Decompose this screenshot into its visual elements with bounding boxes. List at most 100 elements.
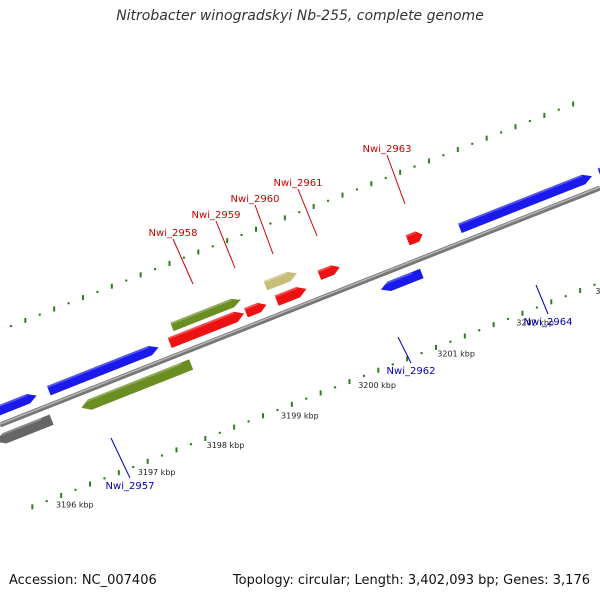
gene-block-2959 [244,302,267,318]
tick-dot [326,199,330,202]
tick-dot [103,477,106,480]
tick-dot [132,465,135,469]
gene-block-2959-highlight [244,302,259,310]
gene-label-Nwi_2962: Nwi_2962 [387,366,436,377]
tick-dot [535,306,539,309]
gene-block-2960b-highlight [263,271,288,283]
gene-leader-Nwi_2961 [297,188,318,237]
gene-label-Nwi_2964: Nwi_2964 [524,317,573,328]
genome-summary: Topology: circular; Length: 3,402,093 bp… [232,573,590,588]
tick-dot [478,329,481,332]
tick-dot [189,443,193,446]
tick-dot [276,408,279,412]
tick-dot-tracks [9,101,596,510]
tick-label-3202-kbp: 3202 kbp [516,318,554,327]
gene-leader-Nwi_2957 [110,437,131,479]
gene-block-2961-highlight [317,265,332,273]
tick-dot [153,267,157,271]
gene-block-2957 [79,359,194,410]
gene-label-Nwi_2961: Nwi_2961 [274,178,323,189]
gene-block-2964a [458,174,592,233]
gene-label-Nwi_2958: Nwi_2958 [149,228,198,239]
gene-block-2964a-body [458,174,592,233]
gene-block-2963 [405,231,423,246]
tick-dot [298,210,301,214]
tick-dot [218,431,221,435]
tick-dot [442,154,445,157]
tick-label-3203-kbp: 3203 kbp [595,287,600,296]
gene-leader-Nwi_2964 [535,284,549,315]
tick-label-3198-kbp: 3198 kbp [207,441,245,450]
feature-layer [0,157,600,444]
tick-dot [9,324,13,328]
tick-dot [182,256,186,259]
tick-dot [67,302,70,305]
gene-leader-Nwi_2963 [386,154,406,205]
tick-dot [499,131,503,134]
tick-dot [96,290,99,294]
tick-dot [355,188,359,191]
gene-block-2964a-highlight [458,174,583,226]
gene-leader-Nwi_2960 [254,204,274,255]
gene-block-left-gray [0,414,54,444]
tick-dot [391,363,394,366]
gene-block-2957-body [81,359,194,410]
tick-dot [333,386,337,389]
tick-dot [74,488,77,491]
tick-dot [305,397,308,400]
tick-dot [384,176,387,180]
tick-label-3200-kbp: 3200 kbp [358,381,396,390]
gene-block-2962-highlight [379,272,413,287]
tick-dot [471,142,474,146]
backbone-line [0,185,600,428]
genome-title: Nitrobacter winogradskyi Nb-255, complet… [116,8,484,24]
gene-label-Nwi_2963: Nwi_2963 [363,144,412,155]
tick-dot [240,233,243,237]
backbone-highlight [0,186,600,425]
tick-dot [557,108,560,111]
gene-block-left-blue-body [0,394,37,417]
tick-dot [247,420,250,423]
gene-block-2956 [46,345,159,396]
tick-dot [362,374,366,378]
gene-block-2958 [167,311,245,349]
gene-label-Nwi_2960: Nwi_2960 [231,194,280,205]
gene-block-2956-highlight [46,345,150,388]
gene-block-2963-highlight [405,231,417,238]
tick-label-3201-kbp: 3201 kbp [437,350,475,359]
gene-block-2958-body [167,311,245,349]
tick-dot [45,499,48,503]
tick-label-3197-kbp: 3197 kbp [138,468,176,477]
tick-dot [564,294,567,298]
gene-block-2961-body [317,265,340,280]
tick-label-3199-kbp: 3199 kbp [281,411,319,420]
gene-block-2962-body [380,268,424,291]
gene-leader-Nwi_2959 [215,220,236,269]
gene-block-2961 [317,265,340,280]
tick-label-3196-kbp: 3196 kbp [56,500,94,509]
gene-block-2957-highlight [79,362,182,405]
tick-dot [528,119,532,123]
gene-block-2960b-body [263,271,298,291]
tick-dot [211,245,214,248]
gene-block-2958b-body [170,298,241,332]
gene-block-left-gray-body [0,414,54,444]
gene-block-2956-body [46,345,159,396]
gene-block-2962 [379,268,424,291]
tick-dot [593,283,596,286]
gene-block-2960-body [274,287,307,306]
gene-block-2958b [170,298,241,332]
gene-block-2960b [263,271,298,291]
gene-block-2960 [274,287,307,306]
tick-dot [413,165,416,168]
tick-dot [269,222,272,225]
accession-label: Accession: NC_007406 [9,573,157,588]
gene-block-2959-body [244,302,267,318]
tick-dot [160,454,164,457]
gene-block-2963-body [405,231,423,246]
backbone-layer [0,185,600,428]
gene-label-Nwi_2959: Nwi_2959 [192,210,241,221]
gene-block-2958-highlight [167,311,235,340]
tick-dot [449,340,452,343]
